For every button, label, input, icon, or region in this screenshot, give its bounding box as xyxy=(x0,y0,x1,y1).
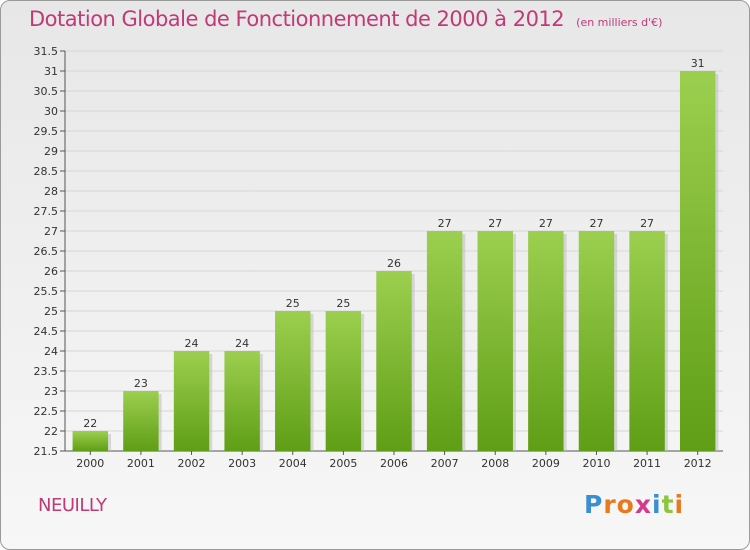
title-text: Dotation Globale de Fonctionnement de 20… xyxy=(29,7,565,31)
bar-2008 xyxy=(477,231,513,451)
data-label: 25 xyxy=(286,297,300,310)
y-tick-label: 30.5 xyxy=(34,85,59,98)
logo-letter: P xyxy=(584,490,604,519)
data-label: 26 xyxy=(387,257,401,270)
bar-2000 xyxy=(72,431,109,451)
x-tick-label: 2005 xyxy=(329,457,357,470)
x-tick-label: 2008 xyxy=(481,457,509,470)
logo-letter: t xyxy=(661,490,675,519)
bar-2010 xyxy=(578,231,615,451)
y-tick-label: 23 xyxy=(44,385,58,398)
y-tick-label: 27 xyxy=(44,225,58,238)
y-tick-label: 28.5 xyxy=(34,165,59,178)
y-tick-label: 25.5 xyxy=(34,285,59,298)
logo-letter: i xyxy=(674,490,685,519)
logo-letter: i xyxy=(652,490,662,519)
x-tick-label: 2002 xyxy=(178,457,206,470)
data-label: 24 xyxy=(185,337,199,350)
data-label: 27 xyxy=(539,217,553,230)
x-tick-label: 2000 xyxy=(76,457,104,470)
y-tick-label: 24 xyxy=(44,345,58,358)
data-label: 27 xyxy=(640,217,654,230)
y-tick-label: 28 xyxy=(44,185,58,198)
x-tick-label: 2004 xyxy=(279,457,307,470)
logo-letter: o xyxy=(616,490,635,519)
x-tick-label: 2012 xyxy=(684,457,712,470)
data-labels: 22 23 24 24 25 25 26 27 27 27 27 27 31 xyxy=(83,57,704,430)
y-tick-label: 31 xyxy=(44,65,58,78)
data-label: 27 xyxy=(488,217,502,230)
y-tick-label: 22.5 xyxy=(34,405,59,418)
y-tick-label: 30 xyxy=(44,105,58,118)
bar-2012 xyxy=(679,71,716,451)
x-tick-label: 2007 xyxy=(431,457,459,470)
data-label: 23 xyxy=(134,377,148,390)
data-label: 22 xyxy=(83,417,97,430)
y-tick-label: 26 xyxy=(44,265,58,278)
unit-text: (en milliers d'€) xyxy=(576,16,663,29)
data-label: 24 xyxy=(235,337,249,350)
bar-2001 xyxy=(123,391,159,451)
y-tick-label: 21.5 xyxy=(34,445,59,458)
x-tick-label: 2001 xyxy=(127,457,155,470)
x-tick-label: 2006 xyxy=(380,457,408,470)
y-tick-label: 22 xyxy=(44,425,58,438)
commune-name: NEUILLY xyxy=(38,495,107,516)
data-label: 27 xyxy=(438,217,452,230)
logo-letter: x xyxy=(634,490,652,519)
data-label: 25 xyxy=(336,297,350,310)
y-tick-label: 25 xyxy=(44,305,58,318)
data-label: 27 xyxy=(589,217,603,230)
bar-2002 xyxy=(173,351,210,451)
data-label: 31 xyxy=(691,57,705,70)
y-tick-label: 29 xyxy=(44,145,58,158)
bars xyxy=(72,71,719,451)
bar-2005 xyxy=(325,311,362,451)
bar-2004 xyxy=(275,311,311,451)
y-tick-label: 24.5 xyxy=(34,325,59,338)
x-tick-label: 2003 xyxy=(228,457,256,470)
proxiti-logo: Proxiti xyxy=(584,490,684,519)
bar-2006 xyxy=(376,271,412,451)
bar-2009 xyxy=(528,231,564,451)
y-tick-label: 23.5 xyxy=(34,365,59,378)
x-tick-label: 2009 xyxy=(532,457,560,470)
y-tick-label: 31.5 xyxy=(34,45,59,58)
y-tick-label: 26.5 xyxy=(34,245,59,258)
y-tick-label: 29.5 xyxy=(34,125,59,138)
chart-title: Dotation Globale de Fonctionnement de 20… xyxy=(29,7,662,31)
bar-2011 xyxy=(629,231,665,451)
logo-letter: r xyxy=(603,490,617,519)
bar-2003 xyxy=(224,351,260,451)
x-tick-label: 2011 xyxy=(633,457,661,470)
bar-2007 xyxy=(426,231,463,451)
x-tick-label: 2010 xyxy=(582,457,610,470)
y-tick-label: 27.5 xyxy=(34,205,59,218)
